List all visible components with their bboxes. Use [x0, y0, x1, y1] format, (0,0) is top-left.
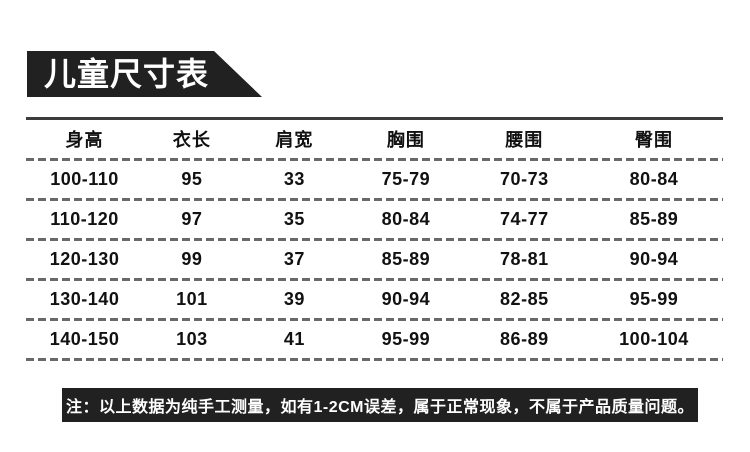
col-header-length: 衣长 [172, 130, 211, 150]
table-cell: 86-89 [500, 329, 549, 349]
table-cell: 78-81 [500, 249, 549, 269]
table-cell: 85-89 [629, 209, 679, 229]
table-row: 130-140 101 39 90-94 82-85 95-99 [26, 281, 723, 318]
table-top-border [26, 117, 723, 120]
table-cell: 37 [283, 249, 305, 269]
table-cell: 95 [181, 169, 203, 189]
table-cell: 90-94 [629, 249, 679, 269]
dashed-divider [26, 198, 723, 201]
table-cell: 110-120 [50, 209, 119, 229]
table-cell: 140-150 [49, 329, 120, 349]
table-cell: 95-99 [381, 329, 431, 349]
table-cell: 80-84 [381, 209, 431, 229]
col-header-height: 身高 [65, 130, 104, 150]
col-header-chest: 胸围 [386, 130, 425, 150]
page-title: 儿童尺寸表 [44, 56, 210, 92]
dashed-divider [26, 358, 723, 361]
table-cell: 35 [283, 209, 305, 229]
table-cell: 100-104 [619, 329, 689, 349]
measurement-note-bar: 注：以上数据为纯手工测量，如有1-2CM误差，属于正常现象，不属于产品质量问题。 [62, 388, 698, 422]
table-cell: 103 [176, 329, 208, 349]
table-cell: 39 [283, 289, 305, 309]
col-header-hip: 臀围 [634, 130, 673, 150]
table-cell: 99 [181, 249, 203, 269]
col-header-waist: 腰围 [505, 130, 544, 150]
table-row: 120-130 99 37 85-89 78-81 90-94 [26, 241, 723, 278]
table-cell: 33 [283, 169, 305, 189]
table-row: 110-120 97 35 80-84 74-77 85-89 [26, 201, 723, 238]
table-cell: 80-84 [629, 169, 679, 189]
table-cell: 97 [181, 209, 203, 229]
dashed-divider [26, 318, 723, 321]
measurement-note-text: 注：以上数据为纯手工测量，如有1-2CM误差，属于正常现象，不属于产品质量问题。 [65, 399, 694, 416]
table-cell: 100-110 [50, 169, 119, 189]
dashed-divider [26, 278, 723, 281]
table-cell: 74-77 [500, 209, 549, 229]
table-cell: 120-130 [49, 249, 120, 269]
table-cell: 75-79 [381, 169, 431, 189]
table-cell: 90-94 [381, 289, 431, 309]
table-cell: 95-99 [629, 289, 679, 309]
size-chart-banner: 儿童尺寸表 [27, 51, 262, 97]
table-cell: 101 [176, 289, 208, 309]
table-row: 100-110 95 33 75-79 70-73 80-84 [26, 161, 723, 198]
table-cell: 82-85 [500, 289, 549, 309]
table-cell: 70-73 [500, 169, 549, 189]
table-cell: 85-89 [381, 249, 431, 269]
table-cell: 130-140 [49, 289, 120, 309]
table-row: 140-150 103 41 95-99 86-89 100-104 [26, 321, 723, 358]
col-header-shoulder: 肩宽 [275, 130, 314, 150]
table-header-row: 身高 衣长 肩宽 胸围 腰围 臀围 [26, 120, 723, 158]
dashed-divider [26, 158, 723, 161]
size-table: 身高 衣长 肩宽 胸围 腰围 臀围 100-110 95 33 75-79 70… [26, 117, 723, 361]
table-cell: 41 [283, 329, 305, 349]
dashed-divider [26, 238, 723, 241]
